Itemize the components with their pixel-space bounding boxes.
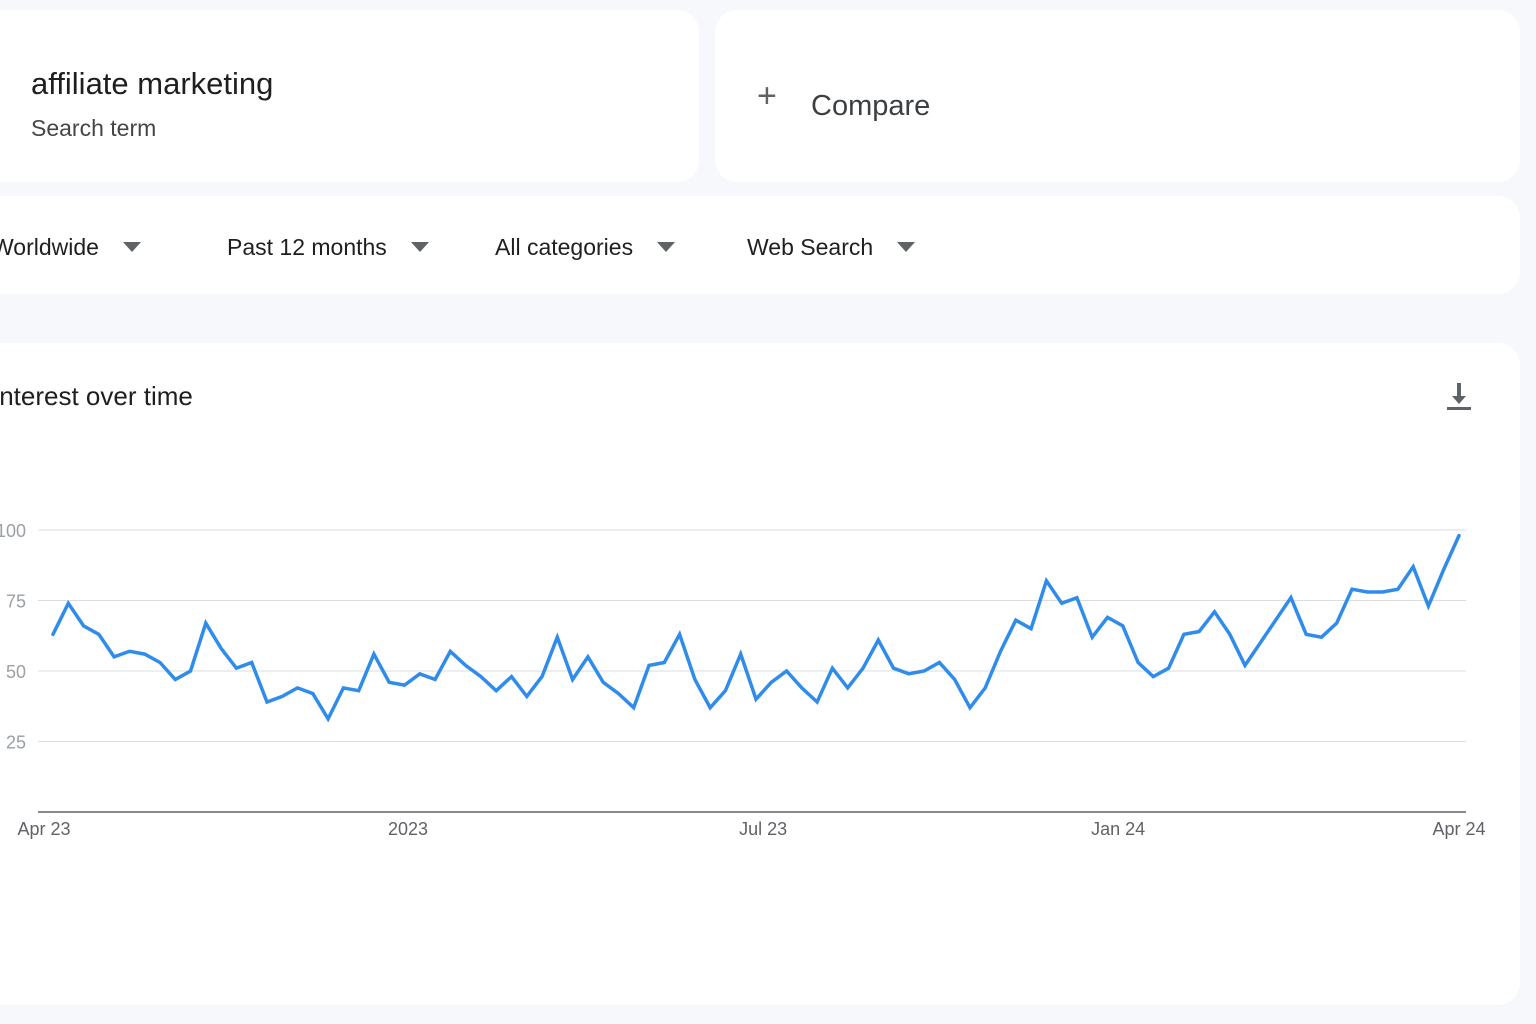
compare-button[interactable]: + Compare [715, 10, 1520, 182]
x-tick-label: Jul 23 [739, 819, 787, 839]
interest-over-time-panel: Interest over time 100 75 50 25 Apr 23 2023 Ju… [0, 343, 1520, 1005]
x-tick-label: 2023 [388, 819, 428, 839]
download-icon[interactable] [1444, 379, 1474, 413]
y-tick-label: 25 [6, 733, 26, 753]
line-chart: 100 75 50 25 Apr 23 2023 Jul 23 Jan 24 Apr 24 [0, 521, 1486, 839]
y-tick-label: 75 [6, 592, 26, 612]
x-tick-label: Jan 24 [1091, 819, 1145, 839]
x-tick-label: Apr 23 [17, 819, 70, 839]
panel-title: Interest over time [0, 381, 193, 411]
region-filter[interactable]: Worldwide [0, 232, 141, 262]
time-range-filter-label[interactable]: Past 12 months [227, 233, 387, 260]
x-tick-label: Apr 24 [1432, 819, 1485, 839]
time-range-filter[interactable]: Past 12 months [227, 232, 429, 262]
compare-label[interactable]: Compare [811, 90, 931, 122]
category-filter[interactable]: All categories [495, 232, 676, 262]
search-type-filter-label[interactable]: Web Search [747, 233, 874, 260]
search-type-filter[interactable]: Web Search [747, 232, 916, 262]
y-tick-label: 50 [6, 662, 26, 682]
plus-icon[interactable]: + [757, 77, 777, 115]
search-term-title[interactable]: affiliate marketing [31, 66, 274, 101]
category-filter-label[interactable]: All categories [495, 233, 634, 260]
region-filter-label[interactable]: Worldwide [0, 233, 99, 260]
filter-bar: Worldwide Past 12 months All categories … [0, 196, 1520, 294]
caret-down-icon[interactable] [897, 242, 916, 252]
y-tick-label: 100 [0, 521, 26, 541]
search-term-card[interactable]: affiliate marketing Search term [0, 10, 699, 182]
caret-down-icon[interactable] [410, 242, 429, 252]
caret-down-icon[interactable] [657, 242, 676, 252]
caret-down-icon[interactable] [122, 242, 141, 252]
search-term-sublabel: Search term [31, 115, 157, 141]
series-line [51, 533, 1461, 723]
